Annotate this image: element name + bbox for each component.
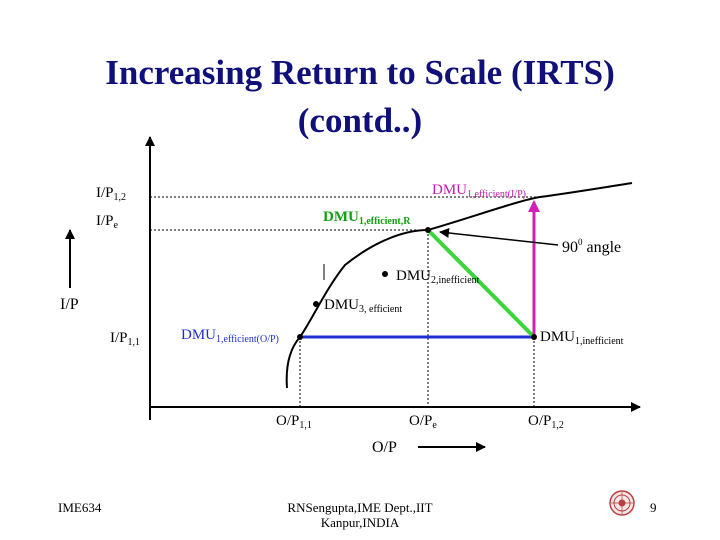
x-tick-op-e: O/Pe xyxy=(409,413,437,431)
label-dmu3-efficient: DMU3, efficient xyxy=(324,297,402,315)
diagonal-projection-line xyxy=(426,228,536,339)
y-tick-ip-1-1: I/P1,1 xyxy=(110,330,140,348)
point-dmu2-inefficient xyxy=(382,271,388,277)
x-tick-op-1-2: O/P1,2 xyxy=(528,413,564,431)
y-tick-ip-1-2: I/P1,2 xyxy=(96,185,126,203)
point-dmu1-inefficient xyxy=(531,334,537,340)
slide-title-line-1: Increasing Return to Scale (IRTS) xyxy=(105,53,615,92)
label-dmu1-efficient-r: DMU1,efficient,R xyxy=(323,209,411,227)
point-dmu1-efficient-r xyxy=(425,227,431,233)
page-number: 9 xyxy=(650,500,657,515)
label-dmu1-inefficient: DMU1,inefficient xyxy=(540,329,624,347)
footer-author: RNSengupta,IME Dept.,IIT Kanpur,INDIA xyxy=(250,500,470,530)
footer-author-line-1: RNSengupta,IME Dept.,IIT xyxy=(287,500,433,515)
point-dmu1-efficient-op xyxy=(297,334,303,340)
x-axis-label: O/P xyxy=(372,439,397,456)
slide-title-line-2: (contd..) xyxy=(297,101,423,140)
angle-label: 900 angle xyxy=(562,237,621,256)
footer-course-code: IME634 xyxy=(58,500,102,515)
point-dmu3-efficient xyxy=(313,301,319,307)
angle-pointer-arrow xyxy=(439,228,559,246)
institute-logo-icon xyxy=(609,490,635,516)
footer-author-line-2: Kanpur,INDIA xyxy=(320,515,400,530)
y-axis-label: I/P xyxy=(60,296,79,313)
x-tick-op-1-1: O/P1,1 xyxy=(276,413,312,431)
label-dmu1-efficient-op: DMU1,efficient(O/P) xyxy=(181,327,279,345)
label-dmu1-efficient-ip: DMU1,efficient(I/P) xyxy=(432,182,526,200)
y-tick-ip-e: I/Pe xyxy=(96,213,119,231)
label-dmu2-inefficient: DMU2,inefficient xyxy=(396,268,480,286)
